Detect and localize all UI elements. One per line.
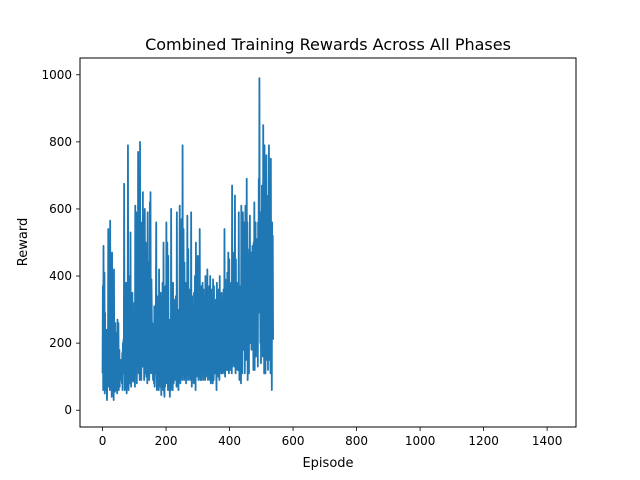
y-tick-label: 1000 — [41, 68, 72, 82]
y-tick-label: 0 — [64, 403, 72, 417]
y-tick-label: 800 — [49, 135, 72, 149]
axes-frame — [79, 57, 577, 428]
y-tick-label: 400 — [49, 269, 72, 283]
y-axis-label: Reward — [16, 218, 31, 266]
x-tick-label: 600 — [282, 434, 305, 448]
x-axis-ticks: 0 200 400 600 800 1000 1200 1400 — [99, 427, 563, 448]
x-tick-label: 400 — [218, 434, 241, 448]
x-tick-label: 1000 — [405, 434, 436, 448]
x-tick-label: 1200 — [468, 434, 499, 448]
x-tick-label: 800 — [345, 434, 368, 448]
plot-area — [79, 57, 577, 428]
series-line-reward — [101, 77, 274, 402]
chart-title: Combined Training Rewards Across All Pha… — [145, 35, 511, 54]
x-axis-label: Episode — [302, 456, 353, 471]
x-tick-label: 200 — [155, 434, 178, 448]
x-tick-label: 0 — [99, 434, 107, 448]
y-tick-label: 200 — [49, 336, 72, 350]
y-tick-label: 600 — [49, 202, 72, 216]
x-tick-label: 1400 — [532, 434, 563, 448]
y-axis-ticks: 0 200 400 600 800 1000 — [41, 68, 80, 417]
